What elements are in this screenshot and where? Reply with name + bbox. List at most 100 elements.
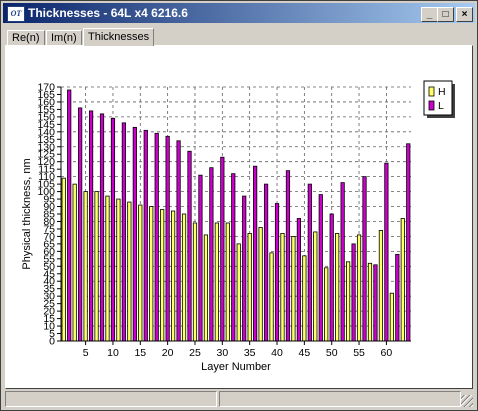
x-tick-label: 15 [134,347,146,359]
bar-l [395,253,400,342]
y-tick-label: 160 [37,96,55,108]
bar-l [307,183,312,342]
x-tick-label: 35 [244,347,256,359]
y-tick-label: 10 [43,321,55,333]
bar-l [384,162,389,342]
y-tick-label: 65 [43,238,55,250]
y-tick-label: 80 [43,216,55,228]
x-tick-label: 20 [162,347,174,359]
bar-h [291,236,296,342]
x-tick-label: 25 [189,347,201,359]
bar-l [187,150,192,342]
bar-l [274,203,280,342]
bar-h [225,222,230,342]
bar-h [94,191,99,342]
bar-h [181,213,187,342]
y-tick-label: 90 [43,201,55,213]
bar-h [258,227,263,342]
bar-l [209,167,214,342]
y-tick-label: 70 [43,231,55,243]
bar-l [242,195,247,342]
y-tick-label: 140 [37,126,55,138]
y-tick-label: 155 [37,104,55,116]
x-tick-label: 55 [353,347,365,359]
x-tick-label: 40 [271,347,283,359]
bar-l [143,129,148,342]
window-title: Thicknesses - 64L x4 6216.6 [28,6,188,20]
y-tick-label: 85 [43,209,55,221]
maximize-button[interactable]: □ [437,7,454,22]
resize-grip-icon[interactable] [461,395,473,407]
status-pane-2 [219,391,461,407]
minimize-button[interactable]: _ [421,7,438,22]
y-tick-label: 135 [37,134,55,146]
tab-im-n[interactable]: Im(n) [46,30,82,46]
bar-l [406,143,411,342]
bar-l [340,182,345,342]
bar-h [269,252,274,342]
legend-swatch-h [428,86,435,97]
minimize-icon: _ [426,9,433,20]
bar-l [220,156,225,342]
close-button[interactable]: × [456,7,473,22]
y-tick-label: 110 [38,171,55,183]
bar-h [367,262,373,342]
bar-h [192,222,198,342]
tab-re-n[interactable]: Re(n) [7,30,45,46]
y-tick-label: 130 [37,141,55,153]
legend-label-l: L [438,100,444,112]
bar-h [280,233,285,342]
bar-h [83,191,88,342]
bar-h [378,230,384,342]
bar-l [362,176,367,342]
bar-l [121,122,126,342]
close-icon: × [461,9,468,20]
y-tick-label: 75 [43,223,55,235]
y-tick-label: 150 [37,111,55,123]
status-bar [5,391,473,407]
x-axis-label: Layer Number [201,361,271,373]
title-bar[interactable]: OT Thicknesses - 64L x4 6216.6 _ □ × [3,3,475,23]
bar-h [247,233,252,342]
x-tick-label: 60 [381,347,393,359]
bar-h [324,267,329,342]
bar-l [351,243,356,342]
bar-h [61,177,66,342]
bar-h [356,234,362,342]
thickness-bar-chart: 0510152025303540455055606570758085909510… [21,80,455,373]
bar-l [263,183,269,342]
y-tick-label: 60 [43,246,55,258]
x-tick-label: 10 [107,347,119,359]
y-tick-label: 40 [43,276,55,288]
bar-h [160,209,165,342]
y-tick-label: 50 [43,261,55,273]
y-tick-label: 20 [43,306,55,318]
y-tick-label: 0 [49,336,55,348]
y-tick-label: 45 [43,268,55,280]
bar-h [171,210,176,342]
y-tick-label: 25 [43,298,55,310]
bar-l [285,170,291,342]
bar-l [78,107,83,342]
bar-h [346,261,351,342]
y-tick-label: 170 [37,82,55,94]
y-tick-label: 115 [38,164,55,176]
chart-panel: 0 5 10 15 20 25 30 35 40 45 50 55 60 65 70 75 80 85 90 95 10… [5,45,473,389]
bar-h [116,198,121,342]
app-logo-icon[interactable]: OT [7,6,25,22]
bar-l [176,140,181,342]
y-tick-label: 35 [43,283,55,295]
tab-thicknesses[interactable]: Thicknesses [83,28,155,46]
bar-l [373,264,378,342]
bar-h [302,255,307,342]
bar-h [72,183,77,342]
legend-label-h: H [438,86,446,98]
bar-l [165,135,170,342]
bar-h [236,243,241,342]
y-tick-label: 5 [49,328,55,340]
bar-h [313,231,318,342]
bar-h [149,206,154,342]
status-pane-1 [5,391,217,407]
x-tick-label: 5 [83,347,89,359]
